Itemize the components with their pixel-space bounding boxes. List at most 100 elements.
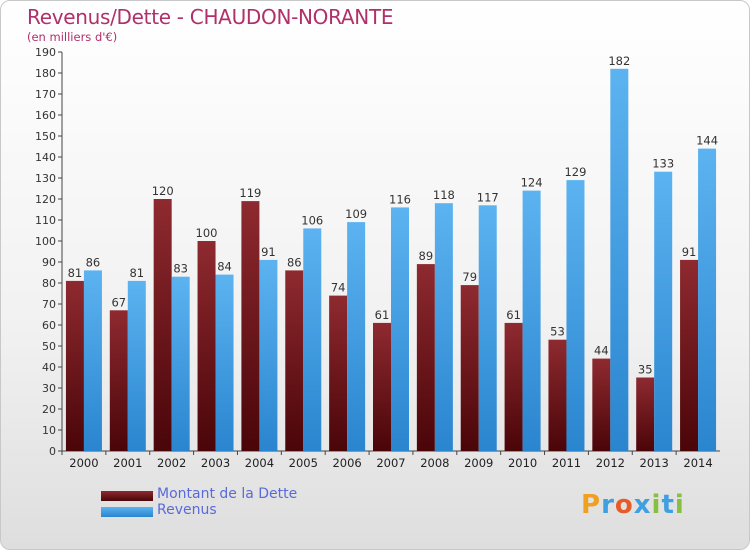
- bar-revenue: [654, 171, 673, 451]
- bar-debt: [109, 310, 128, 451]
- data-label-revenue: 117: [477, 190, 499, 204]
- data-label-revenue: 81: [129, 266, 144, 280]
- bar-debt: [680, 259, 699, 451]
- legend-label-revenue: Revenus: [157, 502, 217, 518]
- y-tick-label: 130: [35, 172, 56, 185]
- y-tick-label: 120: [35, 193, 56, 206]
- y-tick-label: 190: [35, 46, 56, 59]
- x-tick-label: 2011: [552, 456, 581, 470]
- bar-revenue: [259, 259, 278, 451]
- y-tick-label: 30: [42, 382, 56, 395]
- data-label-revenue: 86: [86, 255, 101, 269]
- data-label-debt: 61: [375, 308, 390, 322]
- y-tick-label: 150: [35, 130, 56, 143]
- bar-debt: [592, 358, 611, 451]
- data-label-debt: 79: [462, 270, 477, 284]
- x-tick-label: 2007: [376, 456, 405, 470]
- data-label-debt: 120: [152, 184, 174, 198]
- y-tick-label: 110: [35, 214, 56, 227]
- y-tick-label: 170: [35, 88, 56, 101]
- bar-debt: [153, 199, 172, 451]
- data-label-revenue: 83: [173, 262, 188, 276]
- x-tick-label: 2009: [464, 456, 493, 470]
- legend-swatch-debt: [101, 491, 153, 501]
- data-label-revenue: 84: [217, 260, 232, 274]
- bar-revenue: [522, 190, 541, 451]
- x-tick-label: 2012: [596, 456, 625, 470]
- data-label-debt: 100: [196, 226, 218, 240]
- data-label-debt: 81: [68, 266, 83, 280]
- bar-debt: [285, 270, 304, 451]
- bar-debt: [373, 322, 391, 451]
- data-label-debt: 61: [506, 308, 521, 322]
- logo-letter: o: [614, 490, 634, 520]
- data-label-revenue: 144: [696, 134, 718, 148]
- x-tick-label: 2002: [157, 456, 186, 470]
- bar-revenue: [127, 280, 146, 451]
- data-label-debt: 91: [682, 245, 697, 259]
- bar-revenue: [215, 274, 234, 451]
- bar-revenue: [610, 68, 629, 452]
- logo-letter: r: [601, 490, 615, 520]
- bar-revenue: [434, 203, 453, 451]
- data-label-revenue: 116: [389, 192, 411, 206]
- data-label-revenue: 109: [345, 207, 367, 221]
- bar-debt: [329, 295, 348, 451]
- y-tick-label: 140: [35, 151, 56, 164]
- bar-debt: [460, 285, 479, 451]
- y-tick-label: 160: [35, 109, 56, 122]
- bar-revenue: [698, 148, 717, 451]
- bar-debt: [197, 241, 216, 451]
- x-tick-label: 2005: [289, 456, 318, 470]
- y-tick-label: 80: [42, 277, 56, 290]
- bar-debt: [241, 201, 260, 451]
- data-label-debt: 35: [638, 363, 653, 377]
- data-label-revenue: 182: [608, 54, 630, 68]
- bar-debt: [504, 322, 523, 451]
- x-tick-label: 2008: [420, 456, 449, 470]
- y-tick-label: 60: [42, 319, 56, 332]
- logo-letter: i: [651, 490, 662, 520]
- x-tick-label: 2010: [508, 456, 537, 470]
- data-label-debt: 44: [594, 344, 609, 358]
- bar-revenue: [391, 207, 409, 451]
- logo-letter: P: [581, 490, 602, 520]
- proxiti-logo: Proxiti: [581, 490, 685, 520]
- data-label-revenue: 106: [301, 213, 323, 227]
- x-tick-label: 2004: [245, 456, 274, 470]
- y-tick-label: 100: [35, 235, 56, 248]
- bar-revenue: [83, 270, 102, 451]
- bar-debt: [636, 377, 655, 451]
- data-label-debt: 86: [287, 255, 302, 269]
- bar-debt: [65, 280, 84, 451]
- bar-revenue: [347, 222, 366, 451]
- data-label-debt: 74: [331, 281, 346, 295]
- y-tick-label: 40: [42, 361, 56, 374]
- data-label-debt: 119: [239, 186, 261, 200]
- x-tick-label: 2001: [113, 456, 142, 470]
- y-tick-label: 20: [42, 403, 56, 416]
- data-label-revenue: 118: [433, 188, 455, 202]
- legend-label-debt: Montant de la Dette: [157, 486, 298, 502]
- x-tick-label: 2014: [683, 456, 712, 470]
- y-tick-label: 90: [42, 256, 56, 269]
- data-label-debt: 53: [550, 325, 565, 339]
- bar-revenue: [171, 276, 190, 451]
- legend-swatch-revenue: [101, 507, 153, 517]
- chart-subtitle: (en milliers d'€): [27, 30, 118, 44]
- bar-revenue: [566, 180, 585, 451]
- y-tick-label: 0: [49, 445, 56, 458]
- chart-title: Revenus/Dette - CHAUDON-NORANTE: [27, 5, 394, 29]
- y-tick-label: 50: [42, 340, 56, 353]
- x-tick-label: 2003: [201, 456, 230, 470]
- logo-letter: t: [661, 490, 675, 520]
- y-tick-label: 70: [42, 298, 56, 311]
- bar-debt: [416, 264, 435, 451]
- bar-debt: [548, 339, 567, 451]
- data-label-revenue: 129: [564, 165, 586, 179]
- logo-letter: i: [674, 490, 685, 520]
- y-tick-label: 10: [42, 424, 56, 437]
- data-label-debt: 67: [111, 295, 126, 309]
